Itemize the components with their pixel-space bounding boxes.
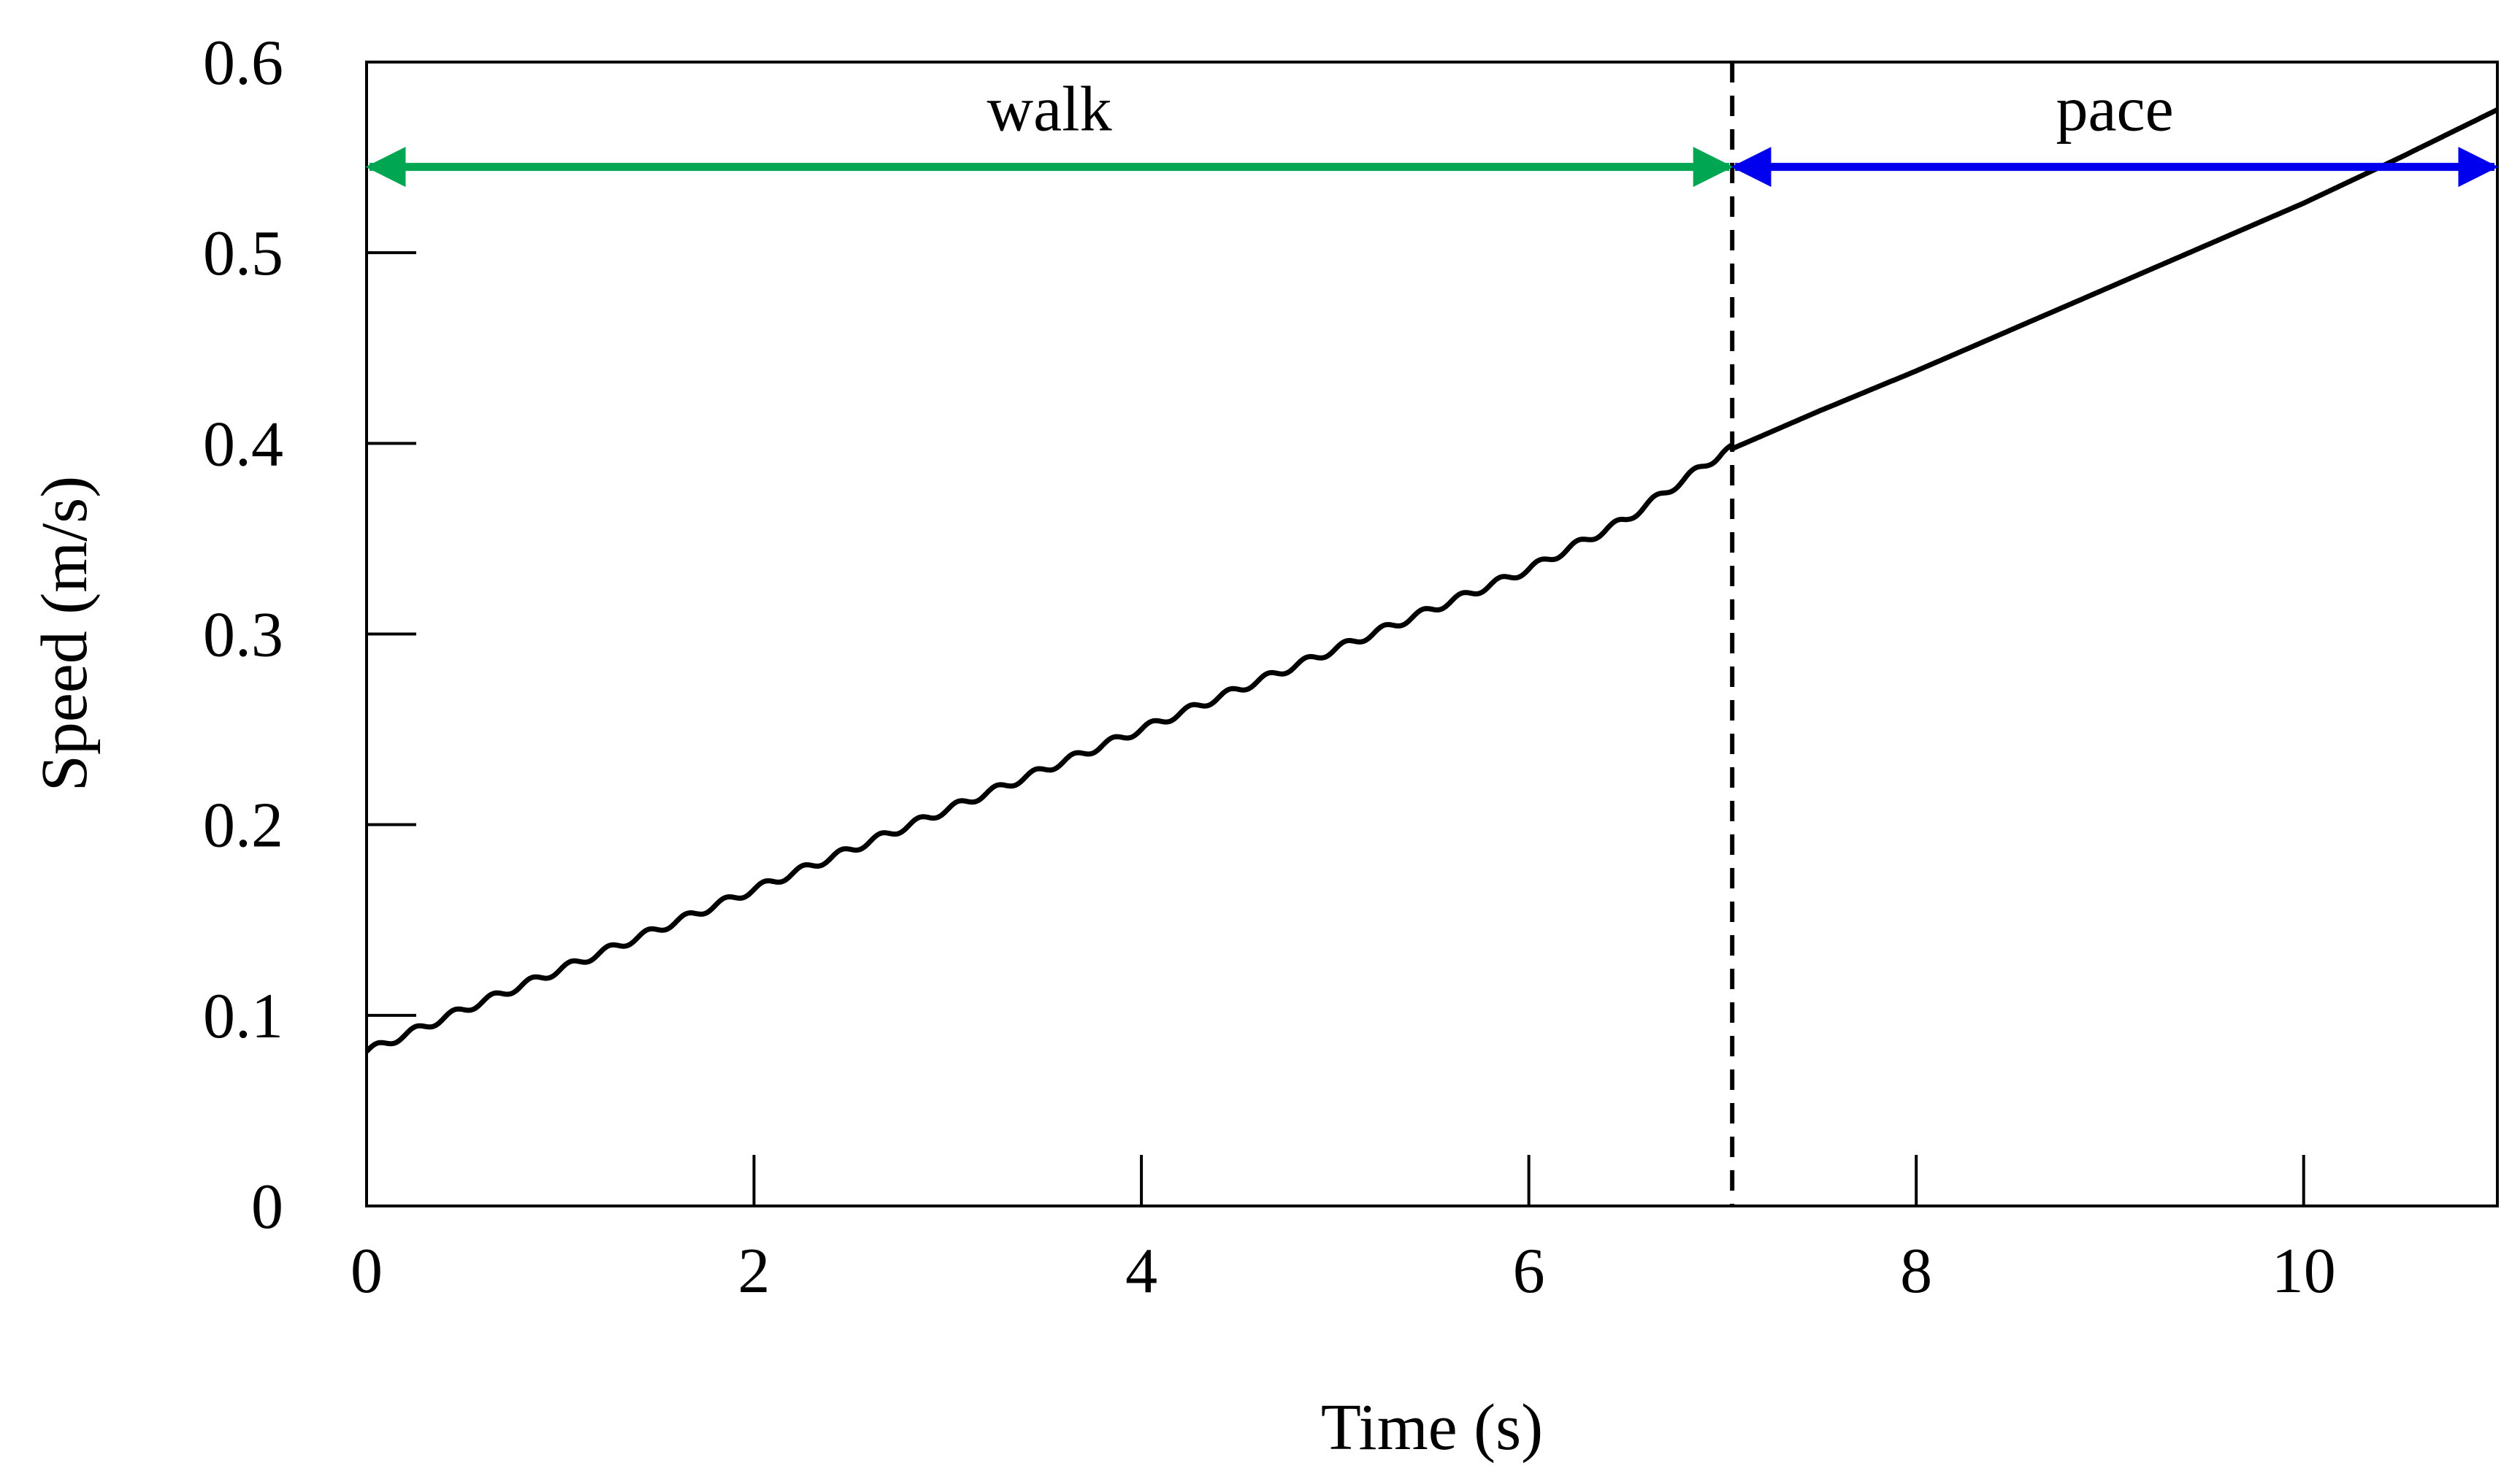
y-tick-label: 0.3 bbox=[203, 600, 283, 671]
y-tick-label: 0.1 bbox=[203, 981, 283, 1052]
plot-frame bbox=[365, 61, 2499, 1207]
y-tick-label: 0.5 bbox=[203, 218, 283, 289]
x-tick-label: 2 bbox=[738, 1236, 770, 1307]
x-axis-ticks: 0 2 4 6 8 10 bbox=[351, 1155, 2336, 1307]
walk-phase-label: walk bbox=[987, 74, 1112, 145]
x-tick-label: 8 bbox=[1900, 1236, 1932, 1307]
x-tick-label: 10 bbox=[2272, 1236, 2336, 1307]
x-tick-label: 6 bbox=[1513, 1236, 1545, 1307]
x-tick-label: 0 bbox=[351, 1236, 383, 1307]
y-tick-label: 0.2 bbox=[203, 791, 283, 861]
x-tick-label: 4 bbox=[1125, 1236, 1157, 1307]
y-tick-label: 0 bbox=[251, 1172, 283, 1242]
x-axis-label: Time (s) bbox=[1321, 1391, 1543, 1464]
pace-phase-label: pace bbox=[2056, 74, 2173, 145]
y-axis-ticks: 0 0.1 0.2 0.3 0.4 0.5 0.6 bbox=[203, 28, 416, 1242]
y-tick-label: 0.4 bbox=[203, 409, 283, 480]
y-axis-label: Speed (m/s) bbox=[28, 476, 101, 791]
y-tick-label: 0.6 bbox=[203, 28, 283, 99]
speed-series-line bbox=[364, 107, 2499, 1053]
